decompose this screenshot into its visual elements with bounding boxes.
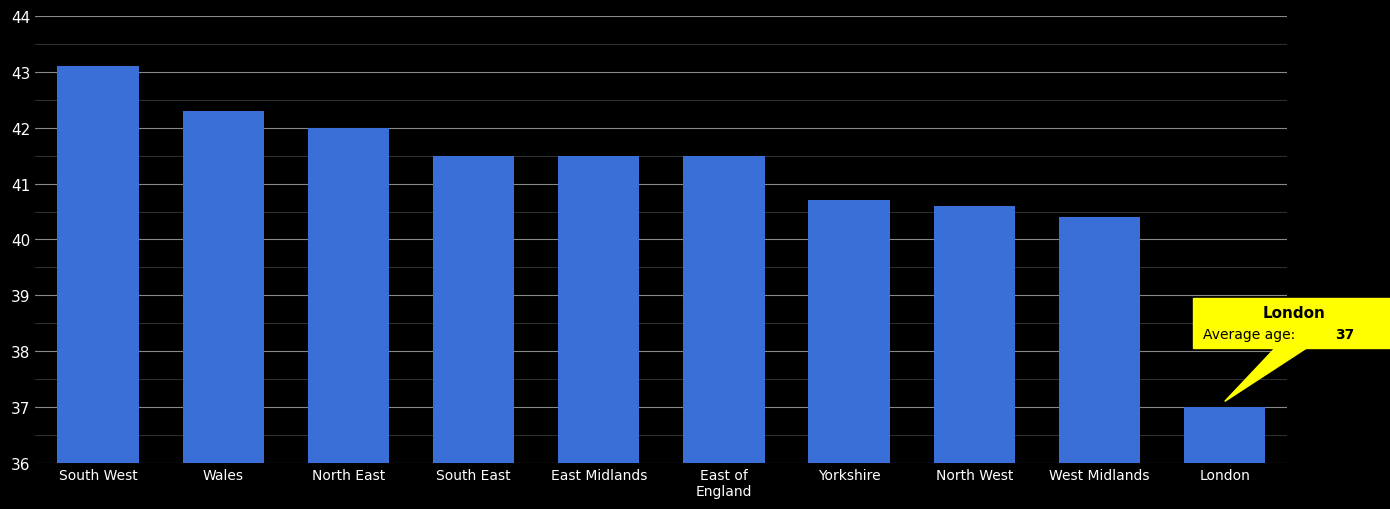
Bar (559, 156, 639, 509)
Text: 37: 37 (1334, 328, 1354, 342)
FancyBboxPatch shape (1194, 298, 1390, 349)
Bar (307, 129, 389, 509)
Bar (809, 201, 890, 509)
Bar (182, 112, 264, 509)
Bar (1059, 218, 1140, 509)
Text: London: London (1262, 305, 1325, 320)
Bar (684, 156, 765, 509)
Bar (57, 67, 139, 509)
Polygon shape (1225, 349, 1307, 402)
Bar (1184, 407, 1265, 509)
Bar (934, 207, 1015, 509)
Bar (432, 156, 514, 509)
Text: Average age:: Average age: (1204, 328, 1300, 342)
